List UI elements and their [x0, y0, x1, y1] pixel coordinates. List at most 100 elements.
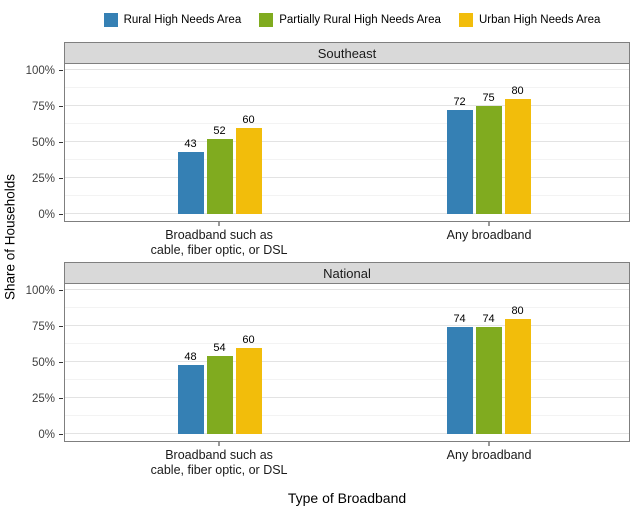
- legend-item-partially-rural: Partially Rural High Needs Area: [259, 13, 441, 27]
- bar-value-label: 75: [482, 92, 495, 104]
- gridline-minor: [65, 307, 629, 308]
- facet-row: National: [20, 262, 630, 284]
- legend-label: Urban High Needs Area: [478, 14, 601, 26]
- y-tick-label: 0%: [38, 209, 55, 221]
- gridline-minor: [65, 123, 629, 124]
- gridline-major: [65, 105, 629, 106]
- y-axis: 0% 25% 50% 75% 100%: [20, 284, 64, 442]
- bar: [235, 127, 262, 214]
- strip-spacer: [20, 262, 64, 284]
- gridline-major: [65, 433, 629, 434]
- y-tick-label: 100%: [25, 285, 55, 297]
- gridline-major: [65, 397, 629, 398]
- y-tick-mark: [59, 142, 63, 143]
- bar-group: 48 54 60: [177, 333, 262, 434]
- bar-value-label: 72: [453, 96, 466, 109]
- x-tick-mark: [488, 222, 490, 226]
- plot-panel: 48 54 60 74 74 80: [64, 284, 630, 442]
- gridline-major: [65, 289, 629, 290]
- bar: [504, 318, 531, 434]
- legend-label: Rural High Needs Area: [123, 14, 242, 26]
- x-tick-label: Broadband such as cable, fiber optic, or …: [150, 228, 288, 257]
- bar: [475, 327, 502, 434]
- x-title-spacer: [20, 482, 64, 506]
- x-tick-mark: [218, 442, 220, 446]
- bar-column: 60: [235, 333, 262, 434]
- y-tick-mark: [59, 214, 63, 215]
- x-labels-row: Broadband such as cable, fiber optic, or …: [20, 222, 630, 262]
- partially-rural-color-swatch-icon: [259, 13, 274, 27]
- gridline-minor: [65, 87, 629, 88]
- gridline-major: [65, 325, 629, 326]
- x-tick-mark: [218, 222, 220, 226]
- bar-column: 75: [475, 92, 502, 214]
- y-tick-label: 75%: [31, 321, 55, 333]
- legend-item-urban: Urban High Needs Area: [458, 13, 601, 27]
- y-tick-mark: [59, 70, 63, 71]
- y-tick-label: 75%: [31, 101, 55, 113]
- legend: Rural High Needs Area Partially Rural Hi…: [64, 9, 640, 31]
- y-tick-mark: [59, 326, 63, 327]
- y-tick-mark: [59, 106, 63, 107]
- legend-label: Partially Rural High Needs Area: [279, 14, 441, 26]
- y-tick-mark: [59, 398, 63, 399]
- y-tick-mark: [59, 178, 63, 179]
- x-labels-spacer: [20, 442, 64, 482]
- y-tick-label: 25%: [31, 173, 55, 185]
- y-axis: 0% 25% 50% 75% 100%: [20, 64, 64, 222]
- gridline-major: [65, 213, 629, 214]
- urban-color-swatch-icon: [458, 13, 473, 27]
- bar-value-label: 54: [213, 342, 226, 355]
- y-tick-label: 100%: [25, 65, 55, 77]
- facet-strip-label: National: [64, 262, 630, 284]
- bar-value-label: 74: [453, 313, 466, 326]
- bar-column: 54: [206, 342, 233, 434]
- plot-panel: 43 52 60 72 75 80: [64, 64, 630, 222]
- y-tick-mark: [59, 290, 63, 291]
- x-tick-label: Any broadband: [446, 228, 532, 242]
- x-tick-label: Broadband such as cable, fiber optic, or …: [150, 448, 288, 477]
- y-tick-label: 25%: [31, 393, 55, 405]
- gridline-major: [65, 361, 629, 362]
- rural-color-swatch-icon: [103, 13, 118, 27]
- bar-column: 74: [475, 313, 502, 434]
- strip-spacer: [20, 42, 64, 64]
- bar: [206, 356, 233, 434]
- bar-group: 74 74 80: [446, 304, 531, 434]
- legend-left-spacer: [0, 9, 64, 31]
- bar: [475, 106, 502, 214]
- x-axis-labels: Broadband such as cable, fiber optic, or …: [64, 222, 630, 262]
- bar-column: 80: [504, 304, 531, 434]
- x-labels-spacer: [20, 222, 64, 262]
- bar-column: 48: [177, 350, 204, 434]
- gridline-major: [65, 69, 629, 70]
- gridline-minor: [65, 195, 629, 196]
- bar-value-label: 43: [184, 138, 197, 151]
- y-axis-title-column: Share of Households: [0, 42, 20, 482]
- x-tick-mark: [488, 442, 490, 446]
- plot-row: 0% 25% 50% 75% 100% 48 54 60 74 74 80: [20, 284, 630, 442]
- panels-container: Southeast 0% 25% 50% 75% 100% 43 52 60 72 75 80 Broa…: [20, 42, 630, 482]
- bar-value-label: 48: [184, 350, 197, 363]
- bar-value-label: 80: [511, 304, 524, 317]
- y-tick-label: 0%: [38, 429, 55, 441]
- bar: [177, 152, 204, 214]
- plot-body: Share of Households Southeast 0% 25% 50% 75%…: [0, 42, 640, 482]
- y-tick-mark: [59, 362, 63, 363]
- x-labels-row: Broadband such as cable, fiber optic, or …: [20, 442, 630, 482]
- facet-strip-label: Southeast: [64, 42, 630, 64]
- x-title-row: Type of Broadband: [20, 482, 630, 506]
- gridline-major: [65, 141, 629, 142]
- x-axis-title: Type of Broadband: [287, 490, 407, 506]
- bar-value-label: 60: [242, 333, 255, 346]
- bar: [206, 139, 233, 214]
- bar-column: 74: [446, 313, 473, 434]
- gridline-major: [65, 177, 629, 178]
- bar-column: 80: [504, 85, 531, 214]
- y-axis-title: Share of Households: [2, 173, 18, 301]
- y-tick-label: 50%: [31, 137, 55, 149]
- bar-column: 60: [235, 114, 262, 214]
- bar-group: 43 52 60: [177, 114, 262, 214]
- bar-column: 52: [206, 125, 233, 214]
